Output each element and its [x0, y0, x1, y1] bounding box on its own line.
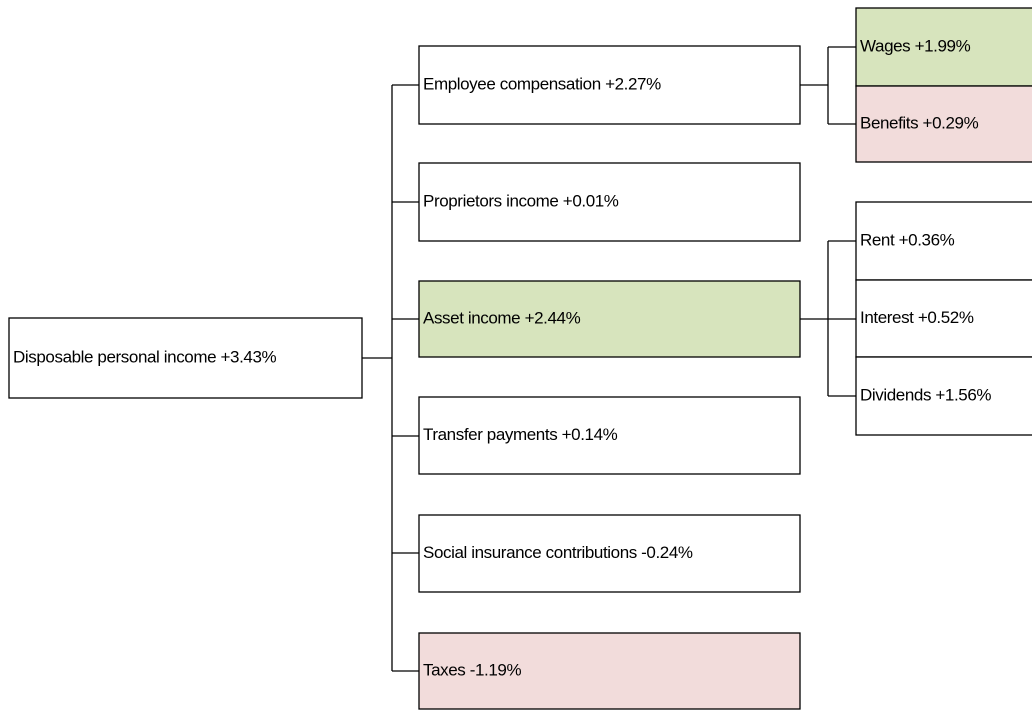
node-label: Wages +1.99%: [860, 36, 971, 55]
node-box: [418, 396, 801, 475]
node-box: [855, 279, 1032, 358]
node-label: Taxes -1.19%: [423, 660, 521, 679]
node-label: Disposable personal income +3.43%: [13, 347, 277, 366]
node-box: [8, 317, 363, 399]
node-box: [418, 514, 801, 593]
node-box: [418, 162, 801, 242]
node-label: Social insurance contributions -0.24%: [423, 543, 693, 562]
node-label: Proprietors income +0.01%: [423, 191, 619, 210]
node-label: Asset income +2.44%: [423, 308, 581, 327]
node-box: [855, 7, 1032, 87]
node-label: Interest +0.52%: [860, 308, 974, 327]
node-box: [855, 85, 1032, 163]
node-label: Benefits +0.29%: [860, 113, 979, 132]
node-label: Transfer payments +0.14%: [423, 425, 618, 444]
node-label: Rent +0.36%: [860, 230, 955, 249]
node-box: [855, 356, 1032, 436]
node-box: [418, 280, 801, 358]
node-label: Employee compensation +2.27%: [423, 74, 661, 93]
node-label: Dividends +1.56%: [860, 385, 991, 404]
node-box: [418, 632, 801, 710]
nodes: Disposable personal income +3.43% Employe…: [8, 7, 1032, 710]
node-box: [418, 45, 801, 125]
connectors: [362, 46, 856, 672]
node-box: [855, 201, 1032, 281]
